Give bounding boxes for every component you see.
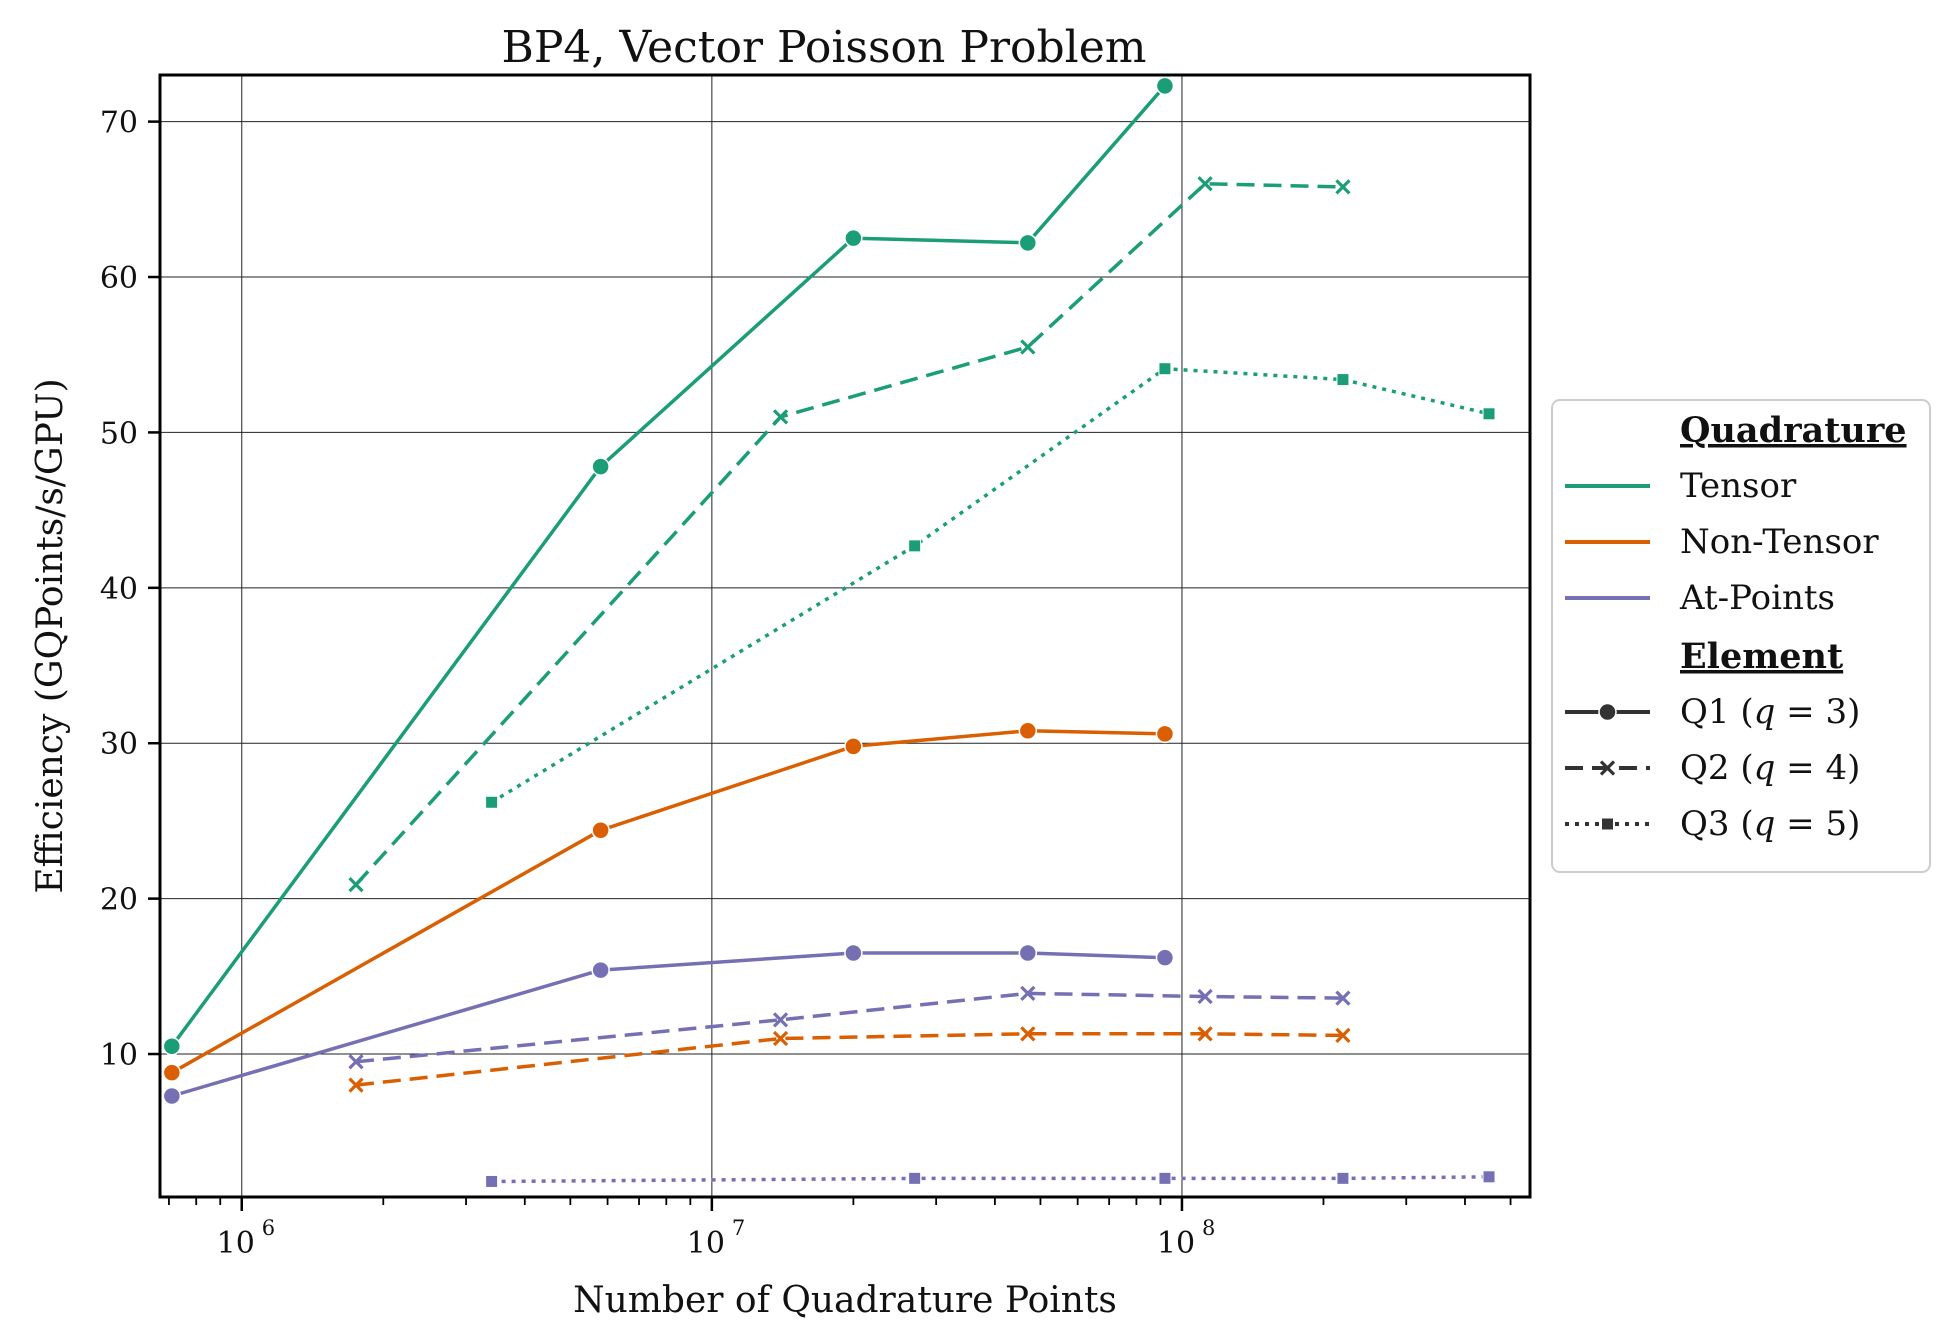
plot-frame [158, 73, 1532, 1199]
x-tick-exponent: 6 [262, 1216, 275, 1240]
data-point-non-tensor-q1 [1018, 721, 1038, 741]
data-point-at-points-q1 [1155, 948, 1175, 967]
legend-marker-q3 [1601, 817, 1614, 831]
y-tick-label: 50 [100, 416, 138, 451]
series-line-tensor-q2 [354, 182, 1343, 886]
y-tick-label: 10 [100, 1038, 138, 1073]
data-point-at-points-q3 [1158, 1171, 1172, 1185]
data-point-at-points-q2 [348, 1054, 364, 1070]
data-point-tensor-q2 [1335, 179, 1351, 195]
data-point-tensor-q3 [1158, 362, 1172, 376]
data-point-at-points-q2 [1335, 990, 1351, 1006]
legend: Quadrature Element Tensor Non-Tensor At-Po… [1551, 399, 1931, 873]
data-point-non-tensor-q2 [1197, 1026, 1213, 1042]
data-point-at-points-q3 [1482, 1170, 1496, 1184]
data-point-non-tensor-q2 [772, 1030, 789, 1047]
x-tick-label: 10 [1157, 1226, 1195, 1261]
legend-label: Q2 (q = 4) [1680, 748, 1860, 788]
legend-marker-q1 [1598, 702, 1617, 722]
data-point-tensor-q2 [772, 409, 789, 425]
data-point-at-points-q2 [1020, 985, 1036, 1002]
series-tensor-q3 [485, 362, 1496, 809]
data-point-non-tensor-q1 [844, 737, 863, 756]
y-tick-label: 40 [100, 572, 138, 607]
data-point-tensor-q2 [1020, 339, 1036, 355]
data-point-non-tensor-q1 [1155, 724, 1175, 744]
legend-label: Q1 (q = 3) [1680, 692, 1860, 732]
data-point-non-tensor-q1 [162, 1063, 182, 1082]
legend-element-title: Element [1680, 636, 1843, 677]
chart-title: BP4, Vector Poisson Problem [501, 22, 1146, 73]
data-point-tensor-q3 [908, 539, 922, 553]
data-point-tensor-q3 [1482, 407, 1496, 421]
y-tick-label: 20 [100, 883, 138, 918]
series-tensor-q2 [348, 176, 1351, 893]
series-tensor-q1 [162, 76, 1175, 1056]
legend-label: Tensor [1680, 466, 1797, 506]
series-line-non-tensor-q2 [355, 1032, 1343, 1087]
data-point-non-tensor-q2 [1335, 1027, 1351, 1044]
y-tick-label: 60 [100, 261, 138, 296]
x-tick-label: 10 [217, 1226, 255, 1261]
x-tick-exponent: 8 [1202, 1216, 1215, 1240]
data-point-tensor-q1 [591, 457, 610, 476]
legend-box [1551, 399, 1931, 873]
data-point-tensor-q1 [844, 228, 863, 248]
data-point-tensor-q1 [1018, 233, 1038, 253]
data-point-at-points-q1 [844, 943, 863, 963]
y-axis-label: Efficiency (GQPoints/s/GPU) [30, 378, 71, 893]
data-point-tensor-q3 [485, 795, 499, 809]
data-point-tensor-q1 [1155, 76, 1175, 96]
data-point-at-points-q2 [1197, 988, 1213, 1005]
series-non-tensor-q1 [162, 721, 1175, 1082]
data-point-tensor-q2 [348, 877, 364, 893]
data-point-at-points-q3 [908, 1171, 922, 1185]
legend-label: At-Points [1679, 578, 1835, 618]
data-point-at-points-q3 [485, 1174, 499, 1188]
ticks: 10 6 10 7 10 8 10 20 30 40 50 60 70 [100, 106, 1512, 1261]
data-point-non-tensor-q2 [1020, 1026, 1036, 1042]
data-point-at-points-q1 [162, 1086, 182, 1106]
y-tick-label: 30 [100, 727, 138, 762]
y-tick-label: 70 [100, 106, 138, 141]
legend-label: Non-Tensor [1680, 522, 1879, 562]
series-at-points-q3 [485, 1170, 1496, 1188]
series-at-points-q2 [348, 985, 1351, 1070]
x-axis-label: Number of Quadrature Points [573, 1280, 1117, 1321]
data-point-non-tensor-q2 [348, 1077, 364, 1093]
legend-label: Q3 (q = 5) [1680, 804, 1860, 844]
legend-quadrature-title: Quadrature [1680, 410, 1907, 451]
data-point-tensor-q3 [1336, 373, 1350, 387]
data-point-at-points-q1 [591, 960, 610, 980]
legend-entries: Tensor Non-Tensor At-Points Q1 (q = 3) Q2 (q… [1565, 466, 1879, 844]
data-point-tensor-q1 [162, 1037, 182, 1056]
data-point-at-points-q1 [1018, 943, 1038, 963]
series-at-points-q1 [162, 943, 1175, 1106]
data-point-non-tensor-q1 [591, 821, 610, 840]
series-layer [162, 76, 1496, 1188]
x-tick-exponent: 7 [732, 1216, 745, 1240]
series-non-tensor-q2 [348, 1026, 1351, 1093]
legend-marker-q2 [1599, 760, 1616, 776]
data-point-tensor-q2 [1197, 176, 1213, 192]
data-point-at-points-q3 [1336, 1171, 1350, 1185]
x-tick-label: 10 [687, 1226, 725, 1261]
data-point-at-points-q2 [772, 1012, 789, 1028]
